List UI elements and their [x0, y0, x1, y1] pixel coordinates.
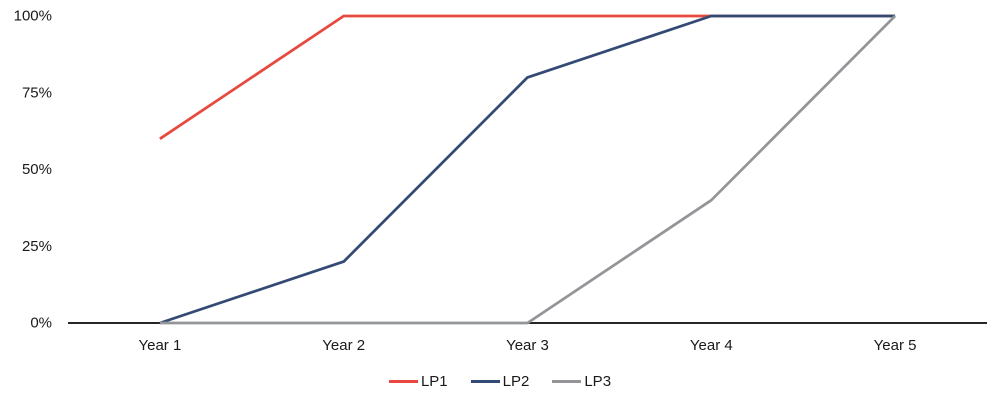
legend-swatch-lp1 [388, 379, 418, 383]
legend-swatch-lp3 [552, 379, 582, 383]
y-tick-label: 25% [22, 238, 52, 255]
series-line-lp3 [159, 15, 897, 325]
y-tick-label: 0% [30, 315, 52, 332]
legend-item-lp1: LP1 [388, 372, 448, 390]
y-tick-label: 100% [14, 8, 52, 25]
x-axis-label: Year 3 [506, 337, 549, 354]
legend-swatch-lp2 [470, 379, 500, 383]
y-tick-label: 75% [22, 84, 52, 101]
legend-item-lp3: LP3 [552, 374, 611, 389]
y-tick-label: 50% [22, 161, 52, 178]
x-axis-label: Year 2 [322, 337, 365, 354]
legend-item-lp2: LP2 [470, 372, 530, 390]
x-axis-label: Year 1 [138, 337, 181, 354]
legend-label: LP2 [502, 372, 530, 390]
series-line-lp2 [159, 14, 896, 325]
x-axis-label: Year 5 [874, 337, 917, 354]
x-axis-label: Year 4 [690, 337, 733, 354]
legend-label: LP1 [420, 372, 448, 390]
plot-area: 0% 25% 50% 75% 100% Year 1 Year 2 Year 3 Year 4 Y… [14, 8, 987, 354]
legend-label: LP3 [584, 372, 612, 390]
chart-legend: LP1 LP2 LP3 [0, 366, 1000, 396]
